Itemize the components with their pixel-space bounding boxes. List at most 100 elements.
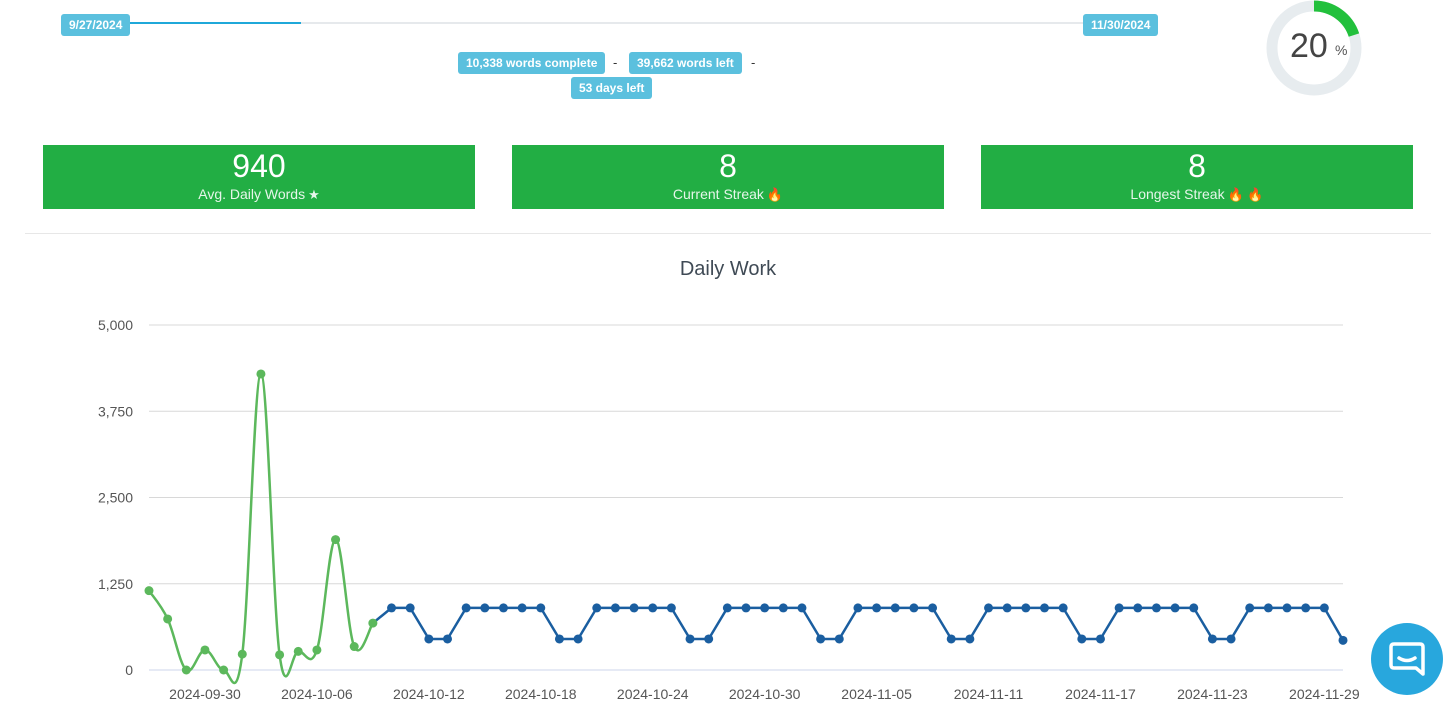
percent-donut bbox=[1264, 0, 1364, 98]
avg-daily-words-card: 940 Avg. Daily Words ★ bbox=[43, 145, 475, 209]
chat-button[interactable] bbox=[1371, 623, 1443, 695]
data-point bbox=[331, 535, 341, 545]
data-point bbox=[629, 603, 639, 613]
data-point bbox=[1226, 634, 1236, 644]
longest-streak-label: Longest Streak 🔥 🔥 bbox=[981, 185, 1413, 204]
start-date-badge: 9/27/2024 bbox=[61, 14, 131, 36]
percent-unit: % bbox=[1335, 42, 1348, 58]
percent-value: 20 bbox=[1290, 27, 1328, 65]
words-left-badge: 39,662 words left bbox=[629, 52, 742, 74]
x-tick-label: 2024-10-24 bbox=[617, 686, 689, 702]
longest-streak-card: 8 Longest Streak 🔥 🔥 bbox=[981, 145, 1413, 209]
data-point bbox=[1002, 603, 1012, 613]
card-label-text: Current Streak bbox=[672, 186, 764, 202]
x-tick-label: 2024-11-11 bbox=[954, 686, 1024, 702]
card-label-text: Avg. Daily Words bbox=[198, 186, 306, 202]
data-point bbox=[200, 645, 210, 655]
data-point bbox=[1338, 635, 1348, 645]
data-point bbox=[237, 649, 247, 659]
data-point bbox=[275, 650, 285, 660]
data-point bbox=[1263, 603, 1273, 613]
data-point bbox=[181, 665, 191, 675]
x-tick-label: 2024-10-18 bbox=[505, 686, 577, 702]
data-point bbox=[853, 603, 863, 613]
data-point bbox=[1095, 634, 1105, 644]
data-point bbox=[722, 603, 732, 613]
data-point bbox=[163, 614, 173, 624]
data-point bbox=[1189, 603, 1199, 613]
data-point bbox=[1170, 603, 1180, 613]
x-tick-label: 2024-11-17 bbox=[1065, 686, 1136, 702]
data-point bbox=[349, 642, 359, 652]
end-date-badge: 11/30/2024 bbox=[1083, 14, 1159, 36]
data-point bbox=[480, 603, 490, 613]
series-line bbox=[147, 372, 374, 685]
current-streak-label: Current Streak 🔥 bbox=[512, 185, 944, 204]
data-point bbox=[1058, 603, 1068, 613]
data-point bbox=[554, 634, 564, 644]
card-label-text: Longest Streak bbox=[1130, 186, 1225, 202]
data-point bbox=[424, 634, 434, 644]
data-point bbox=[536, 603, 546, 613]
star-icon: ★ bbox=[308, 187, 320, 202]
chat-bubble-icon bbox=[1389, 642, 1425, 676]
data-point bbox=[1151, 603, 1161, 613]
separator: - bbox=[751, 55, 756, 70]
data-point bbox=[816, 634, 826, 644]
data-point bbox=[984, 603, 994, 613]
x-tick-label: 2024-11-29 bbox=[1289, 686, 1360, 702]
x-tick-label: 2024-10-12 bbox=[393, 686, 465, 702]
data-point bbox=[461, 603, 471, 613]
data-point bbox=[1114, 603, 1124, 613]
data-point bbox=[1282, 603, 1292, 613]
x-tick-label: 2024-10-06 bbox=[281, 686, 353, 702]
data-point bbox=[144, 586, 154, 596]
data-point bbox=[648, 603, 658, 613]
data-point bbox=[1040, 603, 1049, 613]
data-point bbox=[256, 369, 266, 379]
current-streak-card: 8 Current Streak 🔥 bbox=[512, 145, 944, 209]
y-tick-label: 0 bbox=[125, 662, 133, 678]
separator: - bbox=[613, 55, 618, 70]
data-point bbox=[965, 634, 975, 644]
data-point bbox=[1245, 603, 1255, 613]
data-point bbox=[760, 603, 770, 613]
data-point bbox=[666, 603, 676, 613]
flame-icon: 🔥 bbox=[766, 187, 784, 202]
x-tick-label: 2024-09-30 bbox=[169, 686, 241, 702]
data-point bbox=[685, 634, 695, 644]
data-point bbox=[1207, 634, 1217, 644]
avg-daily-words-label: Avg. Daily Words ★ bbox=[43, 185, 475, 204]
data-point bbox=[573, 634, 583, 644]
words-complete-badge: 10,338 words complete bbox=[458, 52, 606, 74]
data-point bbox=[1077, 634, 1087, 644]
data-point bbox=[368, 618, 378, 628]
x-tick-label: 2024-10-30 bbox=[729, 686, 801, 702]
timeline-track bbox=[96, 22, 1121, 24]
data-point bbox=[946, 634, 956, 644]
data-point bbox=[834, 634, 844, 644]
y-tick-label: 3,750 bbox=[98, 403, 133, 419]
data-point bbox=[517, 603, 527, 613]
y-tick-label: 2,500 bbox=[98, 490, 133, 506]
data-point bbox=[443, 634, 452, 644]
y-tick-label: 1,250 bbox=[98, 576, 133, 592]
x-tick-label: 2024-11-05 bbox=[841, 686, 912, 702]
data-point bbox=[704, 634, 714, 644]
data-point bbox=[293, 646, 303, 656]
current-streak-value: 8 bbox=[719, 148, 737, 184]
x-tick-label: 2024-11-23 bbox=[1177, 686, 1248, 702]
series-line bbox=[372, 606, 1345, 641]
data-point bbox=[909, 603, 919, 613]
data-point bbox=[1319, 603, 1329, 613]
data-point bbox=[1133, 603, 1143, 613]
longest-streak-value: 8 bbox=[1188, 148, 1206, 184]
chart-title: Daily Work bbox=[679, 258, 777, 280]
days-left-badge: 53 days left bbox=[571, 77, 653, 99]
donut-progress-arc bbox=[1313, 0, 1360, 37]
section-divider bbox=[25, 233, 1431, 234]
data-point bbox=[797, 603, 807, 613]
y-tick-label: 5,000 bbox=[98, 317, 133, 333]
data-point bbox=[387, 603, 397, 613]
